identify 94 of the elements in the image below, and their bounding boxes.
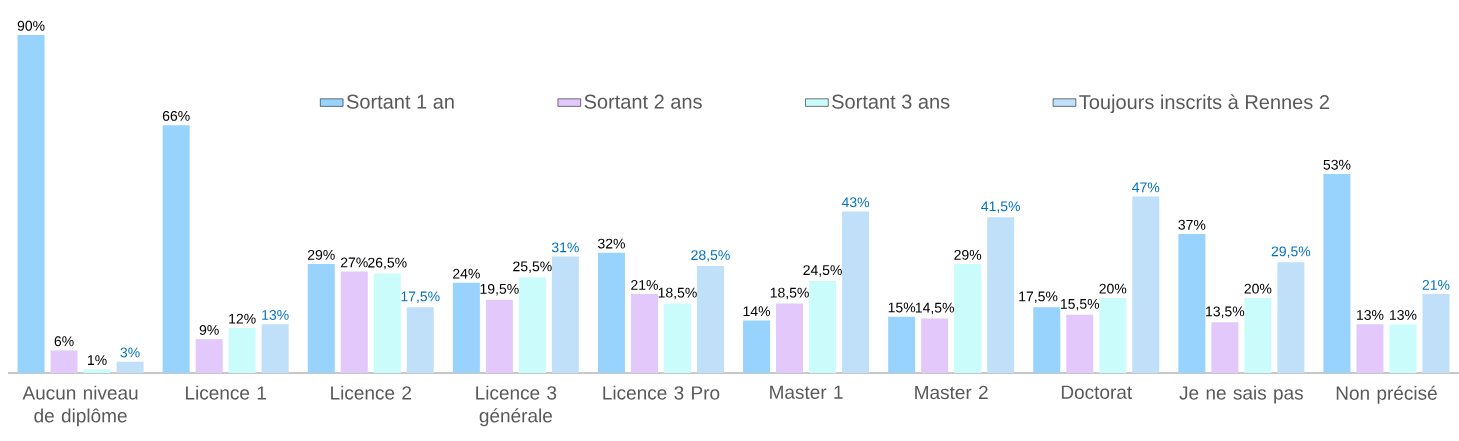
- bar: [1356, 324, 1384, 373]
- bar: [1244, 297, 1272, 373]
- data-label: 15,5%: [1060, 299, 1100, 311]
- bar: [663, 303, 691, 373]
- data-label: 21%: [631, 280, 658, 290]
- x-tick-label: Je ne sais pas: [1179, 385, 1303, 404]
- data-label: 28,5%: [691, 250, 730, 262]
- bar: [1066, 314, 1094, 373]
- bar: [987, 217, 1015, 373]
- bar: [406, 307, 434, 373]
- x-tick-label: Licence 1: [186, 385, 266, 400]
- x-tick-label: Master 2: [915, 385, 988, 400]
- bar: [696, 265, 724, 373]
- data-label: 21%: [1422, 280, 1450, 290]
- bar: [1211, 322, 1239, 373]
- bar: [1323, 173, 1351, 373]
- bar: [1389, 324, 1417, 373]
- bar: [228, 327, 256, 373]
- bar: [195, 339, 223, 373]
- bar: [1422, 294, 1450, 373]
- bar: [597, 252, 625, 373]
- data-label: 25,5%: [513, 261, 552, 273]
- data-label: 19,5%: [480, 283, 519, 296]
- x-tick-label: Licence 3 générale: [476, 385, 557, 427]
- bar: [452, 282, 480, 373]
- bar: [83, 369, 111, 373]
- data-label: 53%: [1323, 159, 1351, 170]
- bar: [1132, 196, 1160, 373]
- data-label: 90%: [17, 20, 45, 31]
- data-label: 29%: [954, 249, 982, 260]
- bar: [630, 294, 658, 373]
- data-label: 24,5%: [803, 265, 842, 277]
- x-tick-label: Doctorat: [1061, 385, 1133, 399]
- data-label: 20%: [1099, 283, 1127, 294]
- legend-label: Sortant 1 an: [346, 94, 454, 109]
- bar: [261, 324, 289, 373]
- data-label: 26,5%: [368, 257, 407, 270]
- x-tick-label: Non précisé: [1336, 385, 1437, 404]
- bar: [842, 211, 870, 373]
- data-label: 41,5%: [981, 201, 1020, 213]
- bar: [1178, 234, 1206, 373]
- data-label: 31%: [551, 242, 579, 253]
- bar: [162, 125, 190, 373]
- data-label: 13,5%: [1206, 306, 1245, 319]
- data-label: 29,5%: [1271, 246, 1311, 258]
- data-label: 37%: [1178, 219, 1206, 230]
- bar: [17, 34, 45, 373]
- bar: [518, 277, 546, 373]
- legend-label: Toujours inscrits à Rennes 2: [1079, 94, 1329, 114]
- x-tick-label: Licence 3 Pro: [603, 385, 720, 400]
- bar: [809, 280, 837, 373]
- data-label: 29%: [307, 249, 335, 260]
- bar: [485, 299, 513, 373]
- data-label: 9%: [199, 325, 219, 335]
- bar: [1277, 262, 1305, 373]
- data-label: 24%: [453, 268, 480, 279]
- data-label: 18,5%: [658, 287, 697, 300]
- bar: [1099, 297, 1127, 373]
- data-label: 17,5%: [401, 291, 440, 304]
- bar: [888, 316, 916, 373]
- x-tick-label: Master 1: [770, 385, 843, 399]
- data-label: 6%: [54, 336, 74, 347]
- data-label: 17,5%: [1019, 291, 1058, 304]
- bar: [116, 361, 144, 373]
- data-label: 14%: [743, 306, 771, 317]
- legend-label: Sortant 3 ans: [832, 94, 950, 109]
- data-label: 66%: [162, 110, 190, 121]
- x-tick-label: Licence 2: [331, 385, 411, 400]
- bar: [743, 320, 771, 373]
- bar: [551, 256, 579, 373]
- bar: [307, 264, 335, 373]
- bar: [776, 303, 804, 373]
- data-label: 32%: [597, 238, 625, 249]
- bar: [373, 273, 401, 373]
- data-label: 3%: [120, 347, 140, 358]
- data-label: 1%: [88, 355, 107, 365]
- bar: [50, 350, 78, 373]
- data-label: 47%: [1132, 182, 1160, 193]
- legend-label: Sortant 2 ans: [584, 94, 702, 109]
- data-label: 20%: [1244, 283, 1272, 294]
- data-label: 18,5%: [770, 287, 809, 300]
- data-label: 15%: [888, 302, 916, 313]
- x-tick-label: Aucun niveau de diplôme: [22, 385, 138, 427]
- data-label: 13%: [1357, 310, 1384, 320]
- data-label: 13%: [1390, 310, 1417, 320]
- bar: [340, 271, 368, 373]
- data-label: 43%: [841, 197, 870, 208]
- bar: [954, 264, 982, 373]
- bar: [921, 318, 949, 373]
- data-label: 14,5%: [915, 302, 954, 315]
- data-label: 27%: [340, 257, 368, 268]
- data-label: 13%: [262, 310, 289, 320]
- bar: [1033, 307, 1061, 373]
- data-label: 12%: [229, 313, 256, 324]
